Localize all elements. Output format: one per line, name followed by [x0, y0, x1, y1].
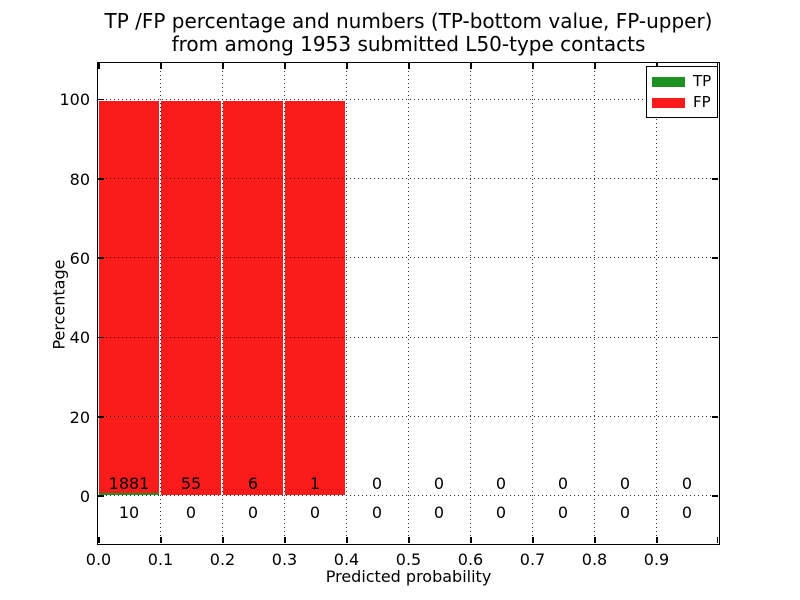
x-tick-label: 0.6 — [457, 550, 484, 569]
x-tick — [284, 63, 286, 69]
fp-count-label: 6 — [247, 474, 259, 494]
legend-label-tp: TP — [693, 72, 712, 90]
x-tick-label: 0.7 — [519, 550, 546, 569]
legend-label-fp: FP — [693, 93, 711, 111]
x-tick — [594, 537, 596, 543]
x-tick — [470, 537, 472, 543]
x-tick-label: 0.0 — [85, 550, 112, 569]
tp-count-label: 0 — [247, 503, 259, 523]
bar-fp-2 — [223, 100, 283, 496]
y-tick — [98, 416, 104, 418]
x-tick-label: 0.3 — [271, 550, 298, 569]
x-tick — [222, 63, 224, 69]
legend-item-fp: FP — [652, 92, 712, 113]
tp-count-label: 0 — [619, 503, 631, 523]
x-tick — [98, 63, 100, 69]
x-axis-label: Predicted probability — [325, 567, 492, 586]
tp-count-label: 10 — [118, 503, 140, 523]
x-tick-label: 0.8 — [581, 550, 608, 569]
y-tick — [98, 336, 104, 339]
bar-tp-0 — [99, 493, 159, 496]
x-tick — [160, 537, 162, 543]
x-gridline — [160, 63, 161, 543]
y-tick — [712, 416, 718, 418]
fp-count-label: 0 — [619, 474, 631, 494]
x-tick — [284, 537, 286, 543]
x-gridline — [532, 63, 533, 543]
legend-item-tp: TP — [652, 71, 712, 92]
x-gridline — [346, 63, 347, 543]
tp-swatch-icon — [652, 76, 685, 87]
y-tick — [98, 495, 104, 497]
x-gridline — [284, 63, 285, 543]
tp-count-label: 0 — [185, 503, 197, 523]
fp-count-label: 0 — [371, 474, 383, 494]
x-tick-label: 0.5 — [395, 550, 422, 569]
tp-count-label: 0 — [433, 503, 445, 523]
legend: TP FP — [646, 66, 718, 118]
x-tick — [716, 537, 718, 543]
y-tick — [98, 98, 104, 101]
y-tick — [98, 178, 104, 180]
x-tick — [346, 537, 348, 543]
y-tick-label: 0 — [79, 486, 90, 506]
fp-count-label: 1 — [309, 474, 321, 494]
y-tick-label: 60 — [69, 248, 90, 268]
fp-count-label: 0 — [495, 474, 507, 494]
x-tick — [532, 537, 534, 543]
x-tick — [594, 63, 596, 69]
x-tick-label: 0.1 — [147, 550, 174, 569]
bar-fp-0 — [99, 100, 159, 494]
y-tick-label: 100 — [59, 90, 90, 110]
fp-swatch-icon — [652, 97, 685, 108]
fp-count-label: 0 — [681, 474, 693, 494]
fp-count-label: 0 — [557, 474, 569, 494]
y-tick-label: 80 — [69, 169, 90, 189]
x-tick — [408, 63, 410, 69]
y-tick — [98, 257, 104, 259]
x-gridline — [408, 63, 409, 543]
x-tick-label: 0.2 — [209, 550, 236, 569]
x-tick — [470, 63, 472, 69]
y-tick — [712, 178, 718, 180]
x-tick — [160, 63, 162, 69]
x-tick-label: 0.4 — [333, 550, 360, 569]
bar-fp-3 — [285, 100, 345, 496]
y-tick — [712, 495, 718, 497]
chart-title-line-2: from among 1953 submitted L50-type conta… — [171, 32, 646, 56]
fp-count-label: 1881 — [108, 474, 150, 494]
x-gridline — [222, 63, 223, 543]
fp-count-label: 55 — [180, 474, 202, 494]
x-tick — [408, 537, 410, 543]
x-gridline — [594, 63, 595, 543]
x-tick — [656, 537, 658, 543]
bar-fp-1 — [161, 100, 221, 496]
chart-title: TP /FP percentage and numbers (TP-bottom… — [97, 10, 720, 56]
chart-title-line-1: TP /FP percentage and numbers (TP-bottom… — [104, 9, 713, 33]
x-gridline — [656, 63, 657, 543]
x-gridline — [470, 63, 471, 543]
x-tick — [532, 63, 534, 69]
x-tick — [346, 63, 348, 69]
y-axis-label: Percentage — [49, 259, 69, 350]
x-tick — [222, 537, 224, 543]
tp-count-label: 0 — [557, 503, 569, 523]
y-tick-label: 40 — [69, 328, 90, 348]
tp-count-label: 0 — [681, 503, 693, 523]
plot-area: 1881 10 55 0 6 0 1 0 0 0 0 0 0 0 0 0 0 0 0 0 — [97, 62, 720, 545]
tp-count-label: 0 — [495, 503, 507, 523]
x-tick-label: 0.9 — [643, 550, 670, 569]
tp-count-label: 0 — [371, 503, 383, 523]
y-tick — [712, 336, 718, 339]
y-tick — [712, 257, 718, 259]
y-tick-label: 20 — [69, 407, 90, 427]
x-tick — [98, 537, 100, 543]
fp-count-label: 0 — [433, 474, 445, 494]
tp-count-label: 0 — [309, 503, 321, 523]
